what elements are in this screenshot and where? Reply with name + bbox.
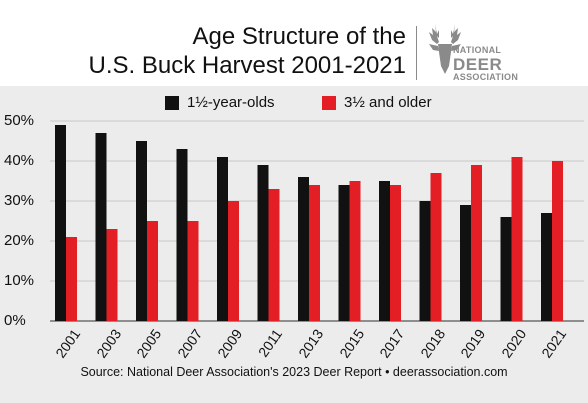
title-divider (416, 26, 417, 80)
bar-series1 (176, 149, 188, 321)
bar-series2 (511, 157, 523, 321)
legend-label-series1: 1½-year-olds (187, 94, 275, 111)
bar-series1 (460, 205, 471, 321)
chart-title-line2: U.S. Buck Harvest 2001-2021 (88, 52, 407, 79)
bar-series2 (147, 221, 158, 321)
y-tick-label: 20% (4, 232, 35, 249)
legend: 1½-year-olds 3½ and older (0, 94, 588, 114)
bar-series2 (309, 185, 320, 321)
legend-swatch-series2 (322, 95, 336, 110)
chart-title: Age Structure of the U.S. Buck Harvest 2… (0, 22, 407, 80)
y-tick-label: 10% (4, 272, 35, 289)
bar-series2 (471, 165, 482, 321)
bar-series1 (338, 185, 350, 321)
bar-series1 (217, 157, 228, 321)
legend-item-series2: 3½ and older (322, 94, 432, 111)
bar-series2 (187, 221, 199, 321)
legend-swatch-series1 (165, 95, 179, 110)
bar-series2 (552, 161, 563, 321)
bar-series2 (106, 229, 118, 321)
bar-series2 (390, 185, 401, 321)
bar-series1 (257, 165, 269, 321)
bar-series2 (268, 189, 280, 321)
y-tick-label: 0% (4, 312, 26, 329)
logo-line2: DEER (453, 55, 503, 74)
y-tick-label: 50% (4, 112, 35, 129)
deer-icon (429, 24, 461, 74)
y-tick-label: 30% (4, 192, 35, 209)
logo-line3: ASSOCIATION (453, 72, 519, 82)
bar-series1 (55, 125, 66, 321)
bar-series1 (379, 181, 390, 321)
logo-line1: NATIONAL (453, 45, 502, 55)
bar-series2 (430, 173, 442, 321)
y-tick-label: 40% (4, 152, 35, 169)
bar-series2 (66, 237, 77, 321)
bar-series1 (541, 213, 552, 321)
bar-series1 (298, 177, 309, 321)
bar-series2 (228, 201, 239, 321)
bar-series1 (419, 201, 431, 321)
bar-series1 (136, 141, 147, 321)
legend-item-series1: 1½-year-olds (165, 94, 275, 111)
bar-series2 (349, 181, 361, 321)
logo-text: NATIONAL DEER ASSOCIATION (453, 46, 518, 82)
source-note: Source: National Deer Association's 2023… (80, 365, 508, 379)
legend-label-series2: 3½ and older (344, 94, 432, 111)
bar-series1 (95, 133, 107, 321)
chart-title-line1: Age Structure of the (192, 23, 406, 50)
header: Age Structure of the U.S. Buck Harvest 2… (0, 0, 588, 86)
bar-series1 (500, 217, 512, 321)
